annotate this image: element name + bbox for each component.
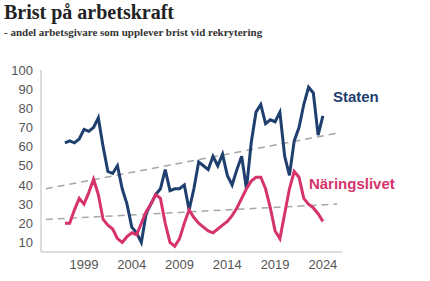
svg-text:1999: 1999	[70, 257, 99, 272]
svg-text:90: 90	[19, 82, 33, 97]
svg-text:30: 30	[19, 197, 33, 212]
svg-text:40: 40	[19, 178, 33, 193]
svg-text:2014: 2014	[213, 257, 242, 272]
svg-text:50: 50	[19, 158, 33, 173]
svg-text:2004: 2004	[117, 257, 146, 272]
svg-text:20: 20	[19, 216, 33, 231]
svg-text:100: 100	[11, 63, 33, 78]
svg-text:Staten: Staten	[333, 88, 379, 105]
svg-text:2019: 2019	[261, 257, 290, 272]
svg-text:10: 10	[19, 235, 33, 250]
svg-text:60: 60	[19, 139, 33, 154]
html-text:- andel arbetsgivare som upple: - andel arbetsgivare som upplever brist …	[4, 26, 263, 38]
html-text:Brist på arbetskraft: Brist på arbetskraft	[4, 1, 174, 23]
svg-text:2009: 2009	[165, 257, 194, 272]
svg-text:Näringslivet: Näringslivet	[309, 175, 395, 192]
svg-text:70: 70	[19, 120, 33, 135]
svg-text:2024: 2024	[308, 257, 337, 272]
svg-text:80: 80	[19, 101, 33, 116]
